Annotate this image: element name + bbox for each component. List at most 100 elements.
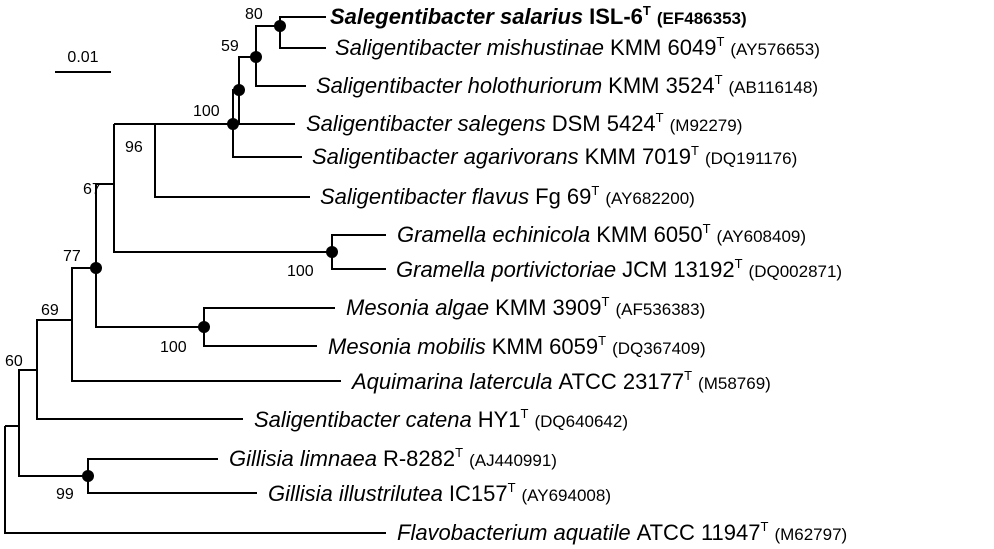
type-strain-mark: T xyxy=(508,480,516,495)
taxon-accession: (AY694008) xyxy=(522,486,611,505)
bootstrap-value: 100 xyxy=(287,263,314,280)
taxon-label-portivictoriae: Gramella portivictoriae JCM 13192T (DQ0028… xyxy=(396,256,842,282)
branch-node-i xyxy=(18,369,37,426)
taxon-accession: (EF486353) xyxy=(657,9,747,28)
taxon-label-echinicola: Gramella echinicola KMM 6050T (AY608409) xyxy=(397,221,806,247)
branch-salarius xyxy=(279,16,326,26)
type-strain-mark: T xyxy=(591,183,599,198)
type-strain-mark: T xyxy=(691,143,699,158)
branch-algae xyxy=(203,307,335,327)
taxon-name: Gramella portivictoriae xyxy=(396,257,616,282)
branch-gramella-stem xyxy=(113,124,332,253)
taxon-strain: DSM 5424 xyxy=(552,111,656,136)
bootstrap-value: 96 xyxy=(125,139,143,156)
taxon-accession: (AY576653) xyxy=(730,40,819,59)
branch-echinicola xyxy=(331,234,386,252)
type-strain-mark: T xyxy=(455,445,463,460)
branch-mesonia-stem xyxy=(95,268,204,328)
node-dot xyxy=(326,246,338,258)
taxon-accession: (M62797) xyxy=(774,525,847,544)
node-dot xyxy=(274,20,286,32)
bootstrap-value: 80 xyxy=(245,6,263,23)
taxon-accession: (AB116148) xyxy=(729,78,818,97)
taxon-name: Saligentibacter mishustinae xyxy=(335,35,604,60)
taxon-label-illustrilutea: Gillisia illustrilutea IC157T (AY694008) xyxy=(268,480,611,506)
taxon-name: Saligentibacter salegens xyxy=(306,111,546,136)
taxon-strain: R-8282 xyxy=(383,446,455,471)
taxon-label-agarivorans: Saligentibacter agarivorans KMM 7019T (DQ1… xyxy=(312,143,797,169)
branch-catena xyxy=(36,370,243,420)
branch-flavobacterium xyxy=(4,426,386,534)
bootstrap-value: 77 xyxy=(63,248,81,265)
taxon-strain: IC157 xyxy=(449,481,508,506)
taxon-strain: KMM 3909 xyxy=(495,295,601,320)
type-strain-mark: T xyxy=(761,519,769,534)
bootstrap-value: 60 xyxy=(5,353,23,370)
taxon-strain: Fg 69 xyxy=(535,184,591,209)
type-strain-mark: T xyxy=(598,333,606,348)
scale-bar: 0.01 xyxy=(55,49,111,73)
taxon-strain: KMM 6050 xyxy=(596,222,702,247)
taxon-strain: HY1 xyxy=(478,407,521,432)
taxon-label-holothuriorum: Saligentibacter holothuriorum KMM 3524T (A… xyxy=(316,72,818,98)
taxon-strain: KMM 6059 xyxy=(492,334,598,359)
taxon-name: Saligentibacter flavus xyxy=(320,184,529,209)
taxon-accession: (AF536383) xyxy=(615,300,705,319)
branch-mobilis xyxy=(203,327,317,347)
bootstrap-values: 80 59 100 96 67 100 77 100 69 60 99 xyxy=(5,6,314,503)
taxon-name: Aquimarina latercula xyxy=(350,369,553,394)
branch-node-h xyxy=(36,319,72,370)
taxon-label-salarius: Salegentibacter salarius ISL-6T (EF486353) xyxy=(330,3,747,29)
branch-limnaea xyxy=(87,458,218,476)
branch-aquimarina xyxy=(71,320,341,382)
type-strain-mark: T xyxy=(656,110,664,125)
type-strain-mark: T xyxy=(602,294,610,309)
type-strain-mark: T xyxy=(521,406,529,421)
taxon-label-mobilis: Mesonia mobilis KMM 6059T (DQ367409) xyxy=(328,333,706,359)
bootstrap-value: 59 xyxy=(221,38,239,55)
taxon-strain: KMM 7019 xyxy=(585,144,691,169)
branch-agarivorans xyxy=(232,124,302,158)
branch-node-a xyxy=(255,25,280,57)
taxon-name: Gillisia limnaea xyxy=(229,446,377,471)
branch-holothuriorum xyxy=(255,57,306,87)
taxon-label-mishustinae: Saligentibacter mishustinae KMM 6049T (AY5… xyxy=(335,34,820,60)
taxon-name: Saligentibacter catena xyxy=(254,407,472,432)
taxon-strain: ATCC 23177 xyxy=(559,369,685,394)
taxon-accession: (DQ191176) xyxy=(705,149,797,168)
type-strain-mark: T xyxy=(643,3,651,18)
taxon-strain: JCM 13192 xyxy=(622,257,735,282)
taxon-labels: Salegentibacter salarius ISL-6T (EF486353)… xyxy=(229,3,847,545)
branch-node-g xyxy=(71,267,96,320)
taxon-accession: (AY608409) xyxy=(717,227,806,246)
branch-illustrilutea xyxy=(87,476,257,494)
taxon-accession: (M58769) xyxy=(698,374,771,393)
type-strain-mark: T xyxy=(684,368,692,383)
taxon-accession: (DQ002871) xyxy=(749,262,843,281)
taxon-strain: ATCC 11947 xyxy=(637,520,761,545)
taxon-strain: KMM 6049 xyxy=(610,35,716,60)
taxon-name: Mesonia mobilis xyxy=(328,334,486,359)
taxon-accession: (DQ367409) xyxy=(612,339,706,358)
taxon-label-flavus: Saligentibacter flavus Fg 69T (AY682200) xyxy=(320,183,695,209)
taxon-strain: ISL-6 xyxy=(589,4,643,29)
node-markers xyxy=(82,20,338,482)
taxon-name: Saligentibacter holothuriorum xyxy=(316,73,602,98)
taxon-name: Flavobacterium aquatile xyxy=(397,520,631,545)
taxon-label-aquimarina: Aquimarina latercula ATCC 23177T (M58769) xyxy=(350,368,771,394)
taxon-name: Gillisia illustrilutea xyxy=(268,481,443,506)
taxon-label-flavobacterium: Flavobacterium aquatile ATCC 11947T (M6279… xyxy=(397,519,847,545)
branch-gillisia-stem xyxy=(18,426,88,477)
branch-flavus xyxy=(154,124,310,198)
taxon-strain: KMM 3524 xyxy=(608,73,714,98)
branches xyxy=(4,16,386,534)
taxon-name: Mesonia algae xyxy=(346,295,489,320)
taxon-accession: (DQ640642) xyxy=(534,412,628,431)
taxon-accession: (AJ440991) xyxy=(469,451,557,470)
branch-portivictoriae xyxy=(331,252,386,270)
taxon-name: Saligentibacter agarivorans xyxy=(312,144,579,169)
branch-node-f xyxy=(95,183,114,268)
scale-bar-label: 0.01 xyxy=(67,49,98,66)
bootstrap-value: 99 xyxy=(56,486,74,503)
